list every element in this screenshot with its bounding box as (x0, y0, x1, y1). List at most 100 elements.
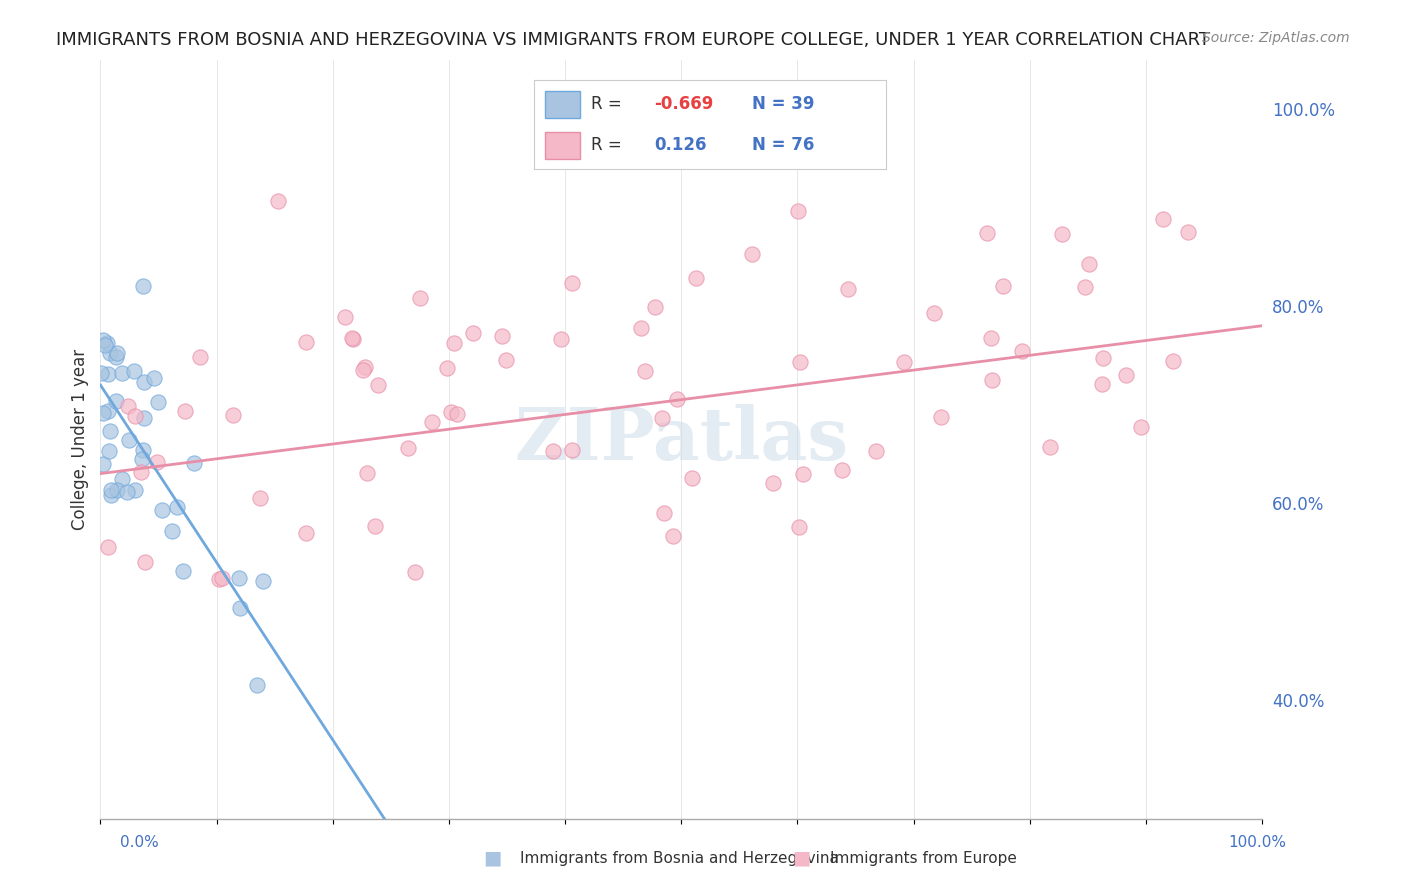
Point (188, 350, 211, 364)
Text: 0.0%: 0.0% (120, 836, 159, 850)
Point (295, 525, 318, 540)
Point (105, 394, 128, 409)
Point (685, 271, 707, 285)
Point (183, 456, 205, 470)
Point (837, 282, 859, 296)
Point (117, 434, 139, 448)
Point (789, 355, 811, 369)
Point (1074, 280, 1097, 294)
Point (134, 556, 156, 570)
Text: 100.0%: 100.0% (1229, 836, 1286, 850)
Point (90, 367, 112, 381)
Text: Immigrants from Europe: Immigrants from Europe (830, 851, 1017, 865)
Point (976, 226, 998, 240)
Point (681, 471, 703, 485)
Point (353, 359, 375, 374)
Text: ■: ■ (482, 848, 502, 868)
Point (105, 346, 128, 360)
Point (98, 444, 121, 458)
Text: N = 76: N = 76 (752, 136, 814, 154)
Point (356, 467, 378, 481)
Point (651, 411, 673, 425)
Point (652, 506, 675, 520)
Point (115, 484, 138, 499)
Point (160, 524, 183, 538)
Point (491, 329, 513, 343)
Point (922, 306, 945, 320)
Point (246, 678, 269, 692)
Point (1050, 227, 1073, 241)
Point (1129, 419, 1152, 434)
Point (541, 444, 564, 458)
Point (443, 335, 465, 350)
Point (495, 352, 517, 367)
Text: ■: ■ (792, 848, 811, 868)
Point (396, 441, 419, 455)
Point (1152, 212, 1174, 227)
Point (1091, 351, 1114, 366)
Point (229, 601, 252, 615)
Point (865, 444, 887, 458)
Point (404, 566, 426, 580)
Point (221, 408, 243, 422)
Text: R =: R = (591, 95, 627, 113)
Point (105, 350, 128, 364)
Point (94, 338, 117, 352)
Point (634, 364, 657, 378)
Text: R =: R = (591, 136, 627, 154)
Point (741, 247, 763, 261)
Point (762, 475, 785, 490)
Point (111, 472, 134, 486)
Point (174, 404, 197, 418)
Point (132, 375, 155, 389)
Point (100, 488, 122, 502)
Point (787, 204, 810, 219)
Point (98, 346, 121, 360)
Point (172, 565, 194, 579)
Point (422, 415, 444, 429)
Point (364, 519, 387, 533)
Point (132, 278, 155, 293)
Point (1011, 344, 1033, 359)
Point (146, 455, 169, 469)
Point (352, 363, 374, 377)
Point (409, 292, 432, 306)
Text: -0.669: -0.669 (654, 95, 713, 113)
Text: ZIPatlas: ZIPatlas (515, 403, 848, 475)
Point (98, 424, 121, 438)
Point (1039, 440, 1062, 454)
Point (638, 127, 661, 141)
Point (97, 403, 120, 417)
Point (295, 335, 318, 350)
Point (131, 452, 153, 467)
Point (666, 392, 689, 407)
Point (117, 399, 139, 413)
Point (367, 378, 389, 392)
Text: Source: ZipAtlas.com: Source: ZipAtlas.com (1202, 31, 1350, 45)
Point (1177, 225, 1199, 239)
Bar (544, 91, 579, 118)
Point (124, 483, 146, 497)
Point (340, 331, 363, 345)
Point (1091, 377, 1114, 392)
Point (93, 333, 115, 347)
Text: IMMIGRANTS FROM BOSNIA AND HERZEGOVINA VS IMMIGRANTS FROM EUROPE COLLEGE, UNDER : IMMIGRANTS FROM BOSNIA AND HERZEGOVINA V… (56, 31, 1211, 49)
Point (208, 572, 231, 586)
Point (981, 373, 1004, 387)
Point (792, 467, 814, 482)
Point (1078, 257, 1101, 271)
Point (630, 321, 652, 335)
Point (91, 457, 114, 471)
Point (335, 310, 357, 325)
Point (893, 355, 915, 369)
Point (267, 194, 290, 208)
Point (561, 276, 583, 290)
Point (97, 540, 120, 554)
Point (980, 331, 1002, 345)
Point (461, 326, 484, 341)
Point (132, 443, 155, 458)
Point (929, 410, 952, 425)
Point (91, 405, 114, 419)
Point (134, 410, 156, 425)
Point (249, 491, 271, 505)
